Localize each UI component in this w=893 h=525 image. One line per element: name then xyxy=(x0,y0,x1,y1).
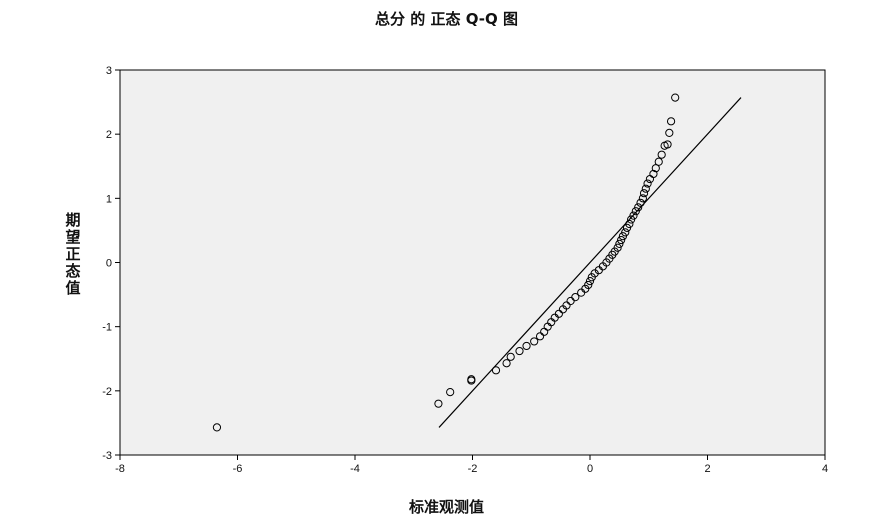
data-point xyxy=(621,228,630,237)
y-tick-label: 0 xyxy=(106,258,112,270)
data-point xyxy=(625,219,634,229)
y-tick-label: 1 xyxy=(106,193,112,205)
data-point xyxy=(657,150,666,159)
x-tick-label: -6 xyxy=(233,463,243,475)
x-axis-label: 标准观测值 xyxy=(408,498,484,516)
data-point xyxy=(522,341,531,351)
data-point xyxy=(636,198,645,207)
plot-area xyxy=(119,69,826,456)
y-tick-label: -2 xyxy=(102,386,112,398)
data-point xyxy=(446,388,455,397)
data-point xyxy=(638,194,647,203)
data-point xyxy=(515,346,524,356)
data-point xyxy=(615,239,624,248)
x-tick-label: 0 xyxy=(587,463,593,475)
data-point xyxy=(571,293,580,302)
data-point xyxy=(535,332,545,341)
x-tick-label: -4 xyxy=(350,463,360,475)
data-point xyxy=(629,211,638,220)
data-point xyxy=(641,184,650,193)
y-tick-label: -3 xyxy=(102,450,112,462)
data-point xyxy=(562,301,571,310)
data-point xyxy=(491,366,501,375)
data-point xyxy=(617,235,626,245)
data-point xyxy=(639,189,649,198)
x-tick-label: -2 xyxy=(468,463,478,475)
data-point xyxy=(585,277,595,286)
data-point xyxy=(634,203,643,212)
data-point xyxy=(671,93,680,102)
chart-title: 总分 的 正态 Q-Q 图 xyxy=(375,10,518,28)
y-axis-ticks: -3 -2 -1 0 1 2 3 xyxy=(102,65,120,462)
data-point xyxy=(530,337,539,346)
reference-line xyxy=(438,97,742,428)
data-point xyxy=(649,169,658,179)
x-tick-label: 4 xyxy=(822,463,828,475)
y-axis-label: 期望正态值 xyxy=(65,211,81,297)
data-point xyxy=(666,117,676,126)
data-point xyxy=(467,375,476,384)
x-tick-label: 2 xyxy=(704,463,710,475)
data-point xyxy=(554,309,563,318)
data-point xyxy=(643,179,652,188)
data-point xyxy=(663,140,672,149)
data-point xyxy=(502,359,511,368)
x-axis-ticks: -8 -6 -4 -2 0 2 4 xyxy=(115,455,828,475)
x-tick-label: -8 xyxy=(115,463,125,475)
data-point xyxy=(506,352,515,361)
y-tick-label: 2 xyxy=(106,129,112,141)
y-tick-label: -1 xyxy=(102,322,112,334)
data-points xyxy=(212,93,680,432)
data-point xyxy=(613,243,622,252)
data-point xyxy=(212,423,222,432)
data-point xyxy=(665,128,674,137)
data-point xyxy=(654,157,663,166)
data-point xyxy=(434,399,443,408)
y-tick-label: 3 xyxy=(106,65,112,77)
data-point xyxy=(584,280,593,290)
